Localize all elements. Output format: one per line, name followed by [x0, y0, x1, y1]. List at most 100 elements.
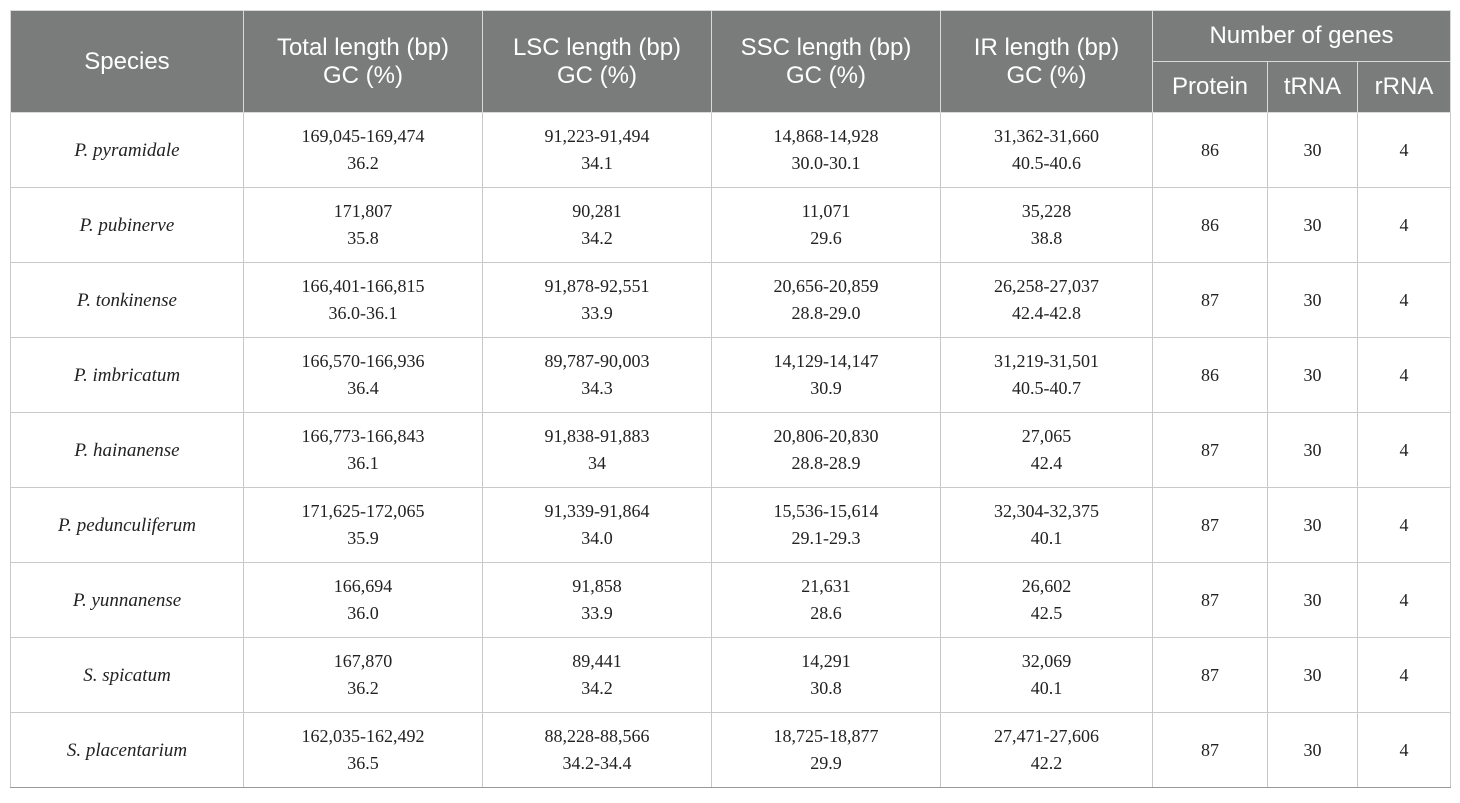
- total-length-value: 166,694: [333, 576, 393, 596]
- ir-gc-value: 42.4: [1030, 453, 1063, 473]
- ir-length-value: 32,069: [1021, 651, 1072, 671]
- header-lsc-length: LSC length (bp) GC (%): [482, 10, 712, 113]
- lsc-length-value: 89,787-90,003: [544, 351, 650, 371]
- lsc-length-value: 90,281: [572, 201, 622, 221]
- lsc-gc-value: 33.9: [581, 303, 613, 323]
- lsc-length-cell: 89,787-90,003 34.3: [482, 337, 712, 413]
- rrna-count-cell: 4: [1357, 337, 1451, 413]
- table-row: P. yunnanense 166,694 36.0 91,858 33.9 2…: [10, 562, 1451, 638]
- total-gc-value: 35.9: [347, 528, 379, 548]
- lsc-length-value: 91,838-91,883: [544, 426, 650, 446]
- ir-gc-value: 42.5: [1030, 603, 1063, 623]
- ir-gc-value: 40.5-40.7: [1012, 378, 1081, 398]
- lsc-length-cell: 91,223-91,494 34.1: [482, 112, 712, 188]
- ir-length-cell: 31,362-31,660 40.5-40.6: [940, 112, 1153, 188]
- ssc-length-cell: 18,725-18,877 29.9: [711, 712, 941, 788]
- header-species: Species: [10, 10, 244, 113]
- trna-count-cell: 30: [1267, 262, 1358, 338]
- table-row: P. pyramidale 169,045-169,474 36.2 91,22…: [10, 112, 1451, 188]
- total-length-value: 169,045-169,474: [301, 126, 425, 146]
- ssc-gc-value: 29.6: [810, 228, 842, 248]
- ssc-length-cell: 15,536-15,614 29.1-29.3: [711, 487, 941, 563]
- protein-count-cell: 87: [1152, 637, 1268, 713]
- total-length-cell: 162,035-162,492 36.5: [243, 712, 483, 788]
- total-length-value: 162,035-162,492: [301, 726, 425, 746]
- species-cell: S. spicatum: [10, 637, 244, 713]
- ir-length-cell: 26,602 42.5: [940, 562, 1153, 638]
- header-ir-length-line2: GC (%): [1006, 61, 1087, 89]
- ssc-length-value: 14,291: [801, 651, 851, 671]
- trna-count-cell: 30: [1267, 412, 1358, 488]
- total-gc-value: 36.1: [347, 453, 379, 473]
- ssc-length-value: 11,071: [801, 201, 851, 221]
- trna-count-cell: 30: [1267, 112, 1358, 188]
- lsc-length-value: 91,858: [572, 576, 622, 596]
- ir-length-value: 32,304-32,375: [994, 501, 1099, 521]
- header-ssc-length: SSC length (bp) GC (%): [711, 10, 941, 113]
- trna-count-cell: 30: [1267, 487, 1358, 563]
- header-protein: Protein: [1152, 61, 1268, 113]
- ssc-length-cell: 14,868-14,928 30.0-30.1: [711, 112, 941, 188]
- lsc-gc-value: 34.2: [581, 678, 613, 698]
- protein-count-cell: 86: [1152, 112, 1268, 188]
- protein-count-cell: 87: [1152, 412, 1268, 488]
- ssc-gc-value: 30.8: [810, 678, 842, 698]
- total-length-value: 166,773-166,843: [301, 426, 425, 446]
- lsc-gc-value: 34.0: [581, 528, 613, 548]
- species-cell: P. pedunculiferum: [10, 487, 244, 563]
- ssc-gc-value: 28.8-29.0: [791, 303, 861, 323]
- ir-gc-value: 40.1: [1030, 528, 1063, 548]
- trna-count-cell: 30: [1267, 562, 1358, 638]
- lsc-gc-value: 34.3: [581, 378, 613, 398]
- total-length-value: 166,570-166,936: [301, 351, 425, 371]
- header-lsc-length-line2: GC (%): [557, 61, 637, 89]
- protein-count-cell: 87: [1152, 562, 1268, 638]
- ssc-length-cell: 20,806-20,830 28.8-28.9: [711, 412, 941, 488]
- rrna-count-cell: 4: [1357, 487, 1451, 563]
- ir-length-value: 27,471-27,606: [994, 726, 1099, 746]
- total-length-cell: 166,570-166,936 36.4: [243, 337, 483, 413]
- header-total-length-line1: Total length (bp): [276, 33, 450, 61]
- ssc-length-cell: 21,631 28.6: [711, 562, 941, 638]
- table-header: Species Total length (bp) GC (%) LSC len…: [10, 10, 1451, 113]
- lsc-gc-value: 34.1: [581, 153, 613, 173]
- table-row: P. pubinerve 171,807 35.8 90,281 34.2 11…: [10, 187, 1451, 263]
- ir-length-cell: 31,219-31,501 40.5-40.7: [940, 337, 1153, 413]
- ir-length-cell: 27,471-27,606 42.2: [940, 712, 1153, 788]
- genome-comparison-table: Species Total length (bp) GC (%) LSC len…: [10, 10, 1451, 788]
- ir-length-value: 31,219-31,501: [994, 351, 1099, 371]
- ir-gc-value: 42.2: [1030, 753, 1063, 773]
- ssc-length-cell: 11,071 29.6: [711, 187, 941, 263]
- ir-length-cell: 26,258-27,037 42.4-42.8: [940, 262, 1153, 338]
- ssc-length-value: 20,656-20,859: [773, 276, 879, 296]
- total-length-value: 171,807: [333, 201, 393, 221]
- total-length-cell: 169,045-169,474 36.2: [243, 112, 483, 188]
- lsc-length-cell: 91,858 33.9: [482, 562, 712, 638]
- rrna-count-cell: 4: [1357, 562, 1451, 638]
- table-row: S. placentarium 162,035-162,492 36.5 88,…: [10, 712, 1451, 788]
- ir-length-value: 26,258-27,037: [994, 276, 1099, 296]
- rrna-count-cell: 4: [1357, 112, 1451, 188]
- total-gc-value: 36.4: [347, 378, 379, 398]
- lsc-length-value: 88,228-88,566: [544, 726, 650, 746]
- ssc-length-value: 14,868-14,928: [773, 126, 879, 146]
- ir-gc-value: 38.8: [1030, 228, 1063, 248]
- protein-count-cell: 87: [1152, 262, 1268, 338]
- total-gc-value: 36.2: [347, 153, 379, 173]
- header-lsc-length-line1: LSC length (bp): [512, 33, 682, 61]
- total-gc-value: 36.2: [347, 678, 379, 698]
- lsc-gc-value: 34.2: [581, 228, 613, 248]
- ir-gc-value: 42.4-42.8: [1012, 303, 1081, 323]
- ir-length-cell: 32,304-32,375 40.1: [940, 487, 1153, 563]
- lsc-gc-value: 34: [588, 453, 606, 473]
- ir-length-value: 27,065: [1021, 426, 1072, 446]
- table-row: P. imbricatum 166,570-166,936 36.4 89,78…: [10, 337, 1451, 413]
- ir-length-cell: 35,228 38.8: [940, 187, 1153, 263]
- ir-length-value: 31,362-31,660: [994, 126, 1099, 146]
- lsc-length-cell: 89,441 34.2: [482, 637, 712, 713]
- ssc-gc-value: 30.9: [810, 378, 842, 398]
- table-row: S. spicatum 167,870 36.2 89,441 34.2 14,…: [10, 637, 1451, 713]
- total-length-cell: 166,773-166,843 36.1: [243, 412, 483, 488]
- ssc-length-cell: 14,129-14,147 30.9: [711, 337, 941, 413]
- lsc-length-cell: 88,228-88,566 34.2-34.4: [482, 712, 712, 788]
